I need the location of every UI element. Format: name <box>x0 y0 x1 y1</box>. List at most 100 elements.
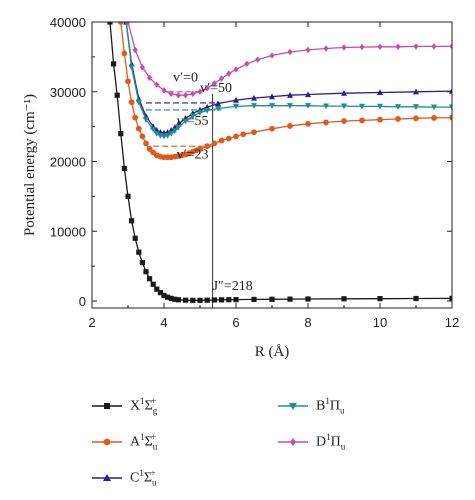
data-point <box>204 107 211 114</box>
data-point <box>111 61 117 67</box>
data-point <box>136 249 142 255</box>
data-point <box>287 92 293 98</box>
data-point <box>377 43 383 50</box>
data-point <box>359 117 365 124</box>
data-point <box>211 80 217 87</box>
data-point <box>240 131 247 138</box>
data-point <box>211 297 217 303</box>
data-point <box>395 116 401 122</box>
data-point <box>269 125 275 132</box>
data-point <box>117 22 124 25</box>
data-point <box>153 131 160 137</box>
data-point <box>154 81 160 88</box>
data-point <box>150 281 156 287</box>
y-tick-label: 40000 <box>50 15 86 30</box>
data-point <box>165 294 171 300</box>
annotation-label: v′=55 <box>177 114 209 129</box>
annotation-label: J″=218 <box>213 279 253 294</box>
data-point <box>269 52 275 59</box>
data-point <box>305 103 311 109</box>
data-point <box>204 143 211 150</box>
plot-area: v′=0v′=50 v′=55 v′=23 J″=218 <box>107 22 452 308</box>
data-point <box>132 46 138 54</box>
data-point <box>413 88 419 95</box>
data-point <box>233 96 239 103</box>
data-point <box>183 297 189 303</box>
data-point <box>143 269 149 275</box>
series-line <box>120 22 452 158</box>
data-point <box>233 297 239 303</box>
x-tick-label: 2 <box>88 315 95 330</box>
data-point <box>395 104 401 110</box>
data-point <box>287 296 293 302</box>
data-point <box>413 295 419 302</box>
data-point <box>161 87 167 94</box>
data-point <box>128 64 135 71</box>
data-point <box>431 104 437 111</box>
data-point <box>287 123 293 129</box>
data-point <box>305 120 311 127</box>
data-point <box>431 43 437 50</box>
data-point <box>305 46 311 54</box>
data-point <box>168 295 174 301</box>
data-point <box>143 117 149 123</box>
data-point <box>135 125 142 132</box>
data-point <box>341 89 347 96</box>
x-tick-label: 6 <box>232 315 239 330</box>
data-point <box>147 276 153 282</box>
data-point <box>269 103 275 109</box>
data-point <box>128 99 135 106</box>
data-point <box>218 137 225 144</box>
data-point <box>204 85 210 92</box>
y-tick-label: 20000 <box>50 155 86 170</box>
data-point <box>269 296 275 302</box>
x-tick-label: 4 <box>160 315 167 330</box>
data-point <box>164 133 171 139</box>
data-point <box>449 104 452 111</box>
data-point <box>269 93 275 100</box>
plot-frame <box>91 21 453 309</box>
data-point <box>255 56 261 63</box>
data-point <box>129 218 135 224</box>
x-tick-label: 12 <box>445 315 459 330</box>
data-point <box>190 297 196 303</box>
x-tick-label: 8 <box>304 315 311 330</box>
data-point <box>135 99 142 106</box>
data-point <box>125 22 131 26</box>
data-point <box>161 292 167 299</box>
data-point <box>168 131 175 137</box>
data-point <box>197 110 203 116</box>
data-point <box>287 48 293 56</box>
data-point <box>107 22 113 25</box>
data-point <box>431 115 437 121</box>
data-point <box>154 286 160 292</box>
data-point <box>121 165 127 172</box>
data-point <box>132 114 139 121</box>
data-point <box>197 297 203 303</box>
data-point <box>147 74 153 82</box>
data-point <box>233 103 239 110</box>
data-point <box>341 296 347 302</box>
data-point <box>341 44 347 51</box>
y-tick-label: 30000 <box>50 85 86 100</box>
series-group <box>107 22 452 308</box>
data-point <box>323 119 329 126</box>
data-point <box>305 91 311 98</box>
data-point <box>251 296 257 303</box>
data-point <box>172 296 178 302</box>
data-point <box>251 129 257 136</box>
data-point <box>449 43 452 50</box>
data-point <box>157 290 163 296</box>
data-point <box>175 297 181 303</box>
y-tick-label: 0 <box>79 294 86 309</box>
data-point <box>204 297 210 303</box>
data-point <box>341 118 347 124</box>
series-line <box>109 22 452 301</box>
data-point <box>182 118 189 125</box>
data-point <box>219 297 225 303</box>
data-point <box>377 103 383 110</box>
data-point <box>118 131 124 137</box>
data-point <box>377 296 383 302</box>
data-point <box>132 235 138 241</box>
